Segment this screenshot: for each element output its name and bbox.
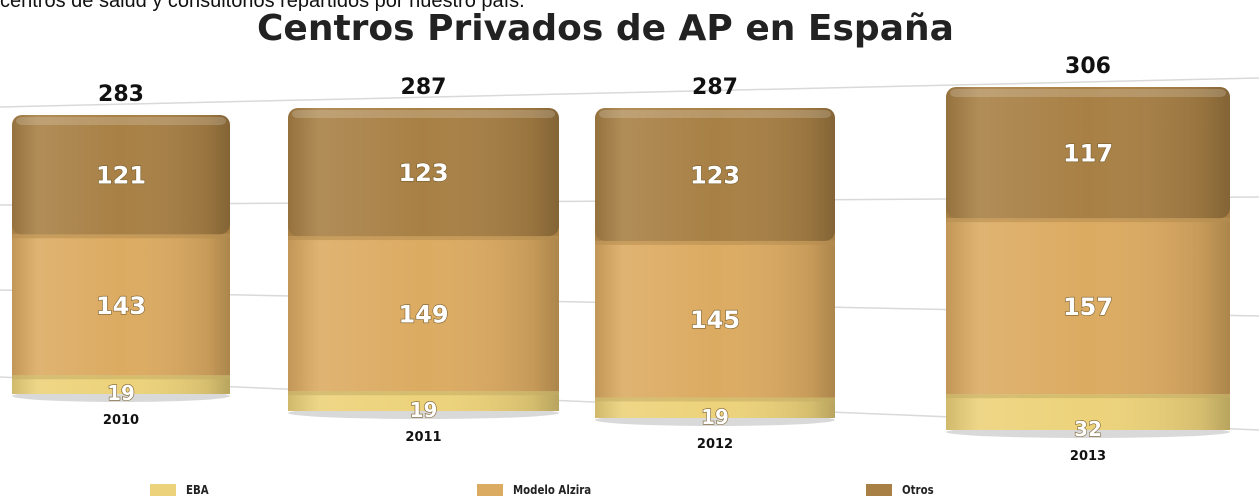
category-label-2011: 2011 [405, 430, 441, 445]
bar-segment-shade [595, 397, 835, 418]
bar-segment-shade [288, 391, 559, 411]
data-label-otros-2013: 117 [1063, 140, 1113, 168]
data-label-eba-2011: 19 [410, 398, 438, 422]
bar-segment-shade [12, 115, 230, 235]
legend-swatch-otros [866, 484, 892, 496]
total-label-2012: 287 [692, 75, 738, 100]
data-label-modelo-alzira-2011: 149 [398, 301, 448, 329]
legend-item-otros: Otros [866, 483, 939, 497]
legend: EBA Modelo Alzira Otros [0, 483, 1259, 497]
category-label-2013: 2013 [1070, 449, 1106, 464]
data-label-otros-2012: 123 [690, 161, 740, 189]
category-label-2012: 2012 [697, 437, 733, 452]
data-label-eba-2012: 19 [701, 405, 729, 429]
total-label-2010: 283 [98, 82, 144, 107]
bar-top-highlight [292, 110, 555, 118]
intro-text-fragment: centros de salud y consultorios repartid… [0, 0, 525, 12]
bar-segment-shade [946, 218, 1230, 395]
bar-segment-shade [288, 236, 559, 392]
data-label-eba-2010: 19 [107, 381, 135, 405]
bar-top-highlight [599, 110, 831, 118]
data-label-otros-2010: 121 [96, 162, 146, 190]
bar-top-highlight [950, 89, 1226, 97]
data-label-modelo-alzira-2010: 143 [96, 292, 146, 320]
gridline [0, 77, 1259, 108]
category-label-2010: 2010 [103, 413, 139, 428]
legend-label-modelo-alzira: Modelo Alzira [513, 483, 592, 497]
bar-segment-shade [12, 375, 230, 394]
total-label-2013: 306 [1065, 54, 1111, 79]
legend-item-modelo-alzira: Modelo Alzira [477, 483, 605, 497]
bar-segment-shade [595, 108, 835, 241]
bars [12, 87, 1230, 438]
labels: 19 143 121 283 2010 19 149 123 287 2011 19 145 123 28… [95, 54, 1113, 464]
legend-swatch-modelo-alzira [477, 484, 503, 496]
bar-segment-shade [946, 87, 1230, 219]
legend-label-eba: EBA [186, 483, 209, 497]
data-label-eba-2013: 32 [1074, 417, 1102, 441]
legend-item-eba: EBA [150, 483, 213, 497]
bar-segment-shade [288, 108, 559, 237]
total-label-2011: 287 [401, 75, 447, 100]
legend-swatch-eba [150, 484, 176, 496]
bar-top-highlight [16, 117, 226, 125]
bar-segment-shade [946, 394, 1230, 430]
bar-segment-shade [595, 240, 835, 398]
bar-segment-shade [12, 234, 230, 376]
data-label-modelo-alzira-2013: 157 [1063, 293, 1113, 321]
data-label-modelo-alzira-2012: 145 [690, 306, 740, 334]
chart-title: Centros Privados de AP en España [257, 8, 954, 49]
data-label-otros-2011: 123 [398, 159, 448, 187]
legend-label-otros: Otros [902, 483, 934, 497]
